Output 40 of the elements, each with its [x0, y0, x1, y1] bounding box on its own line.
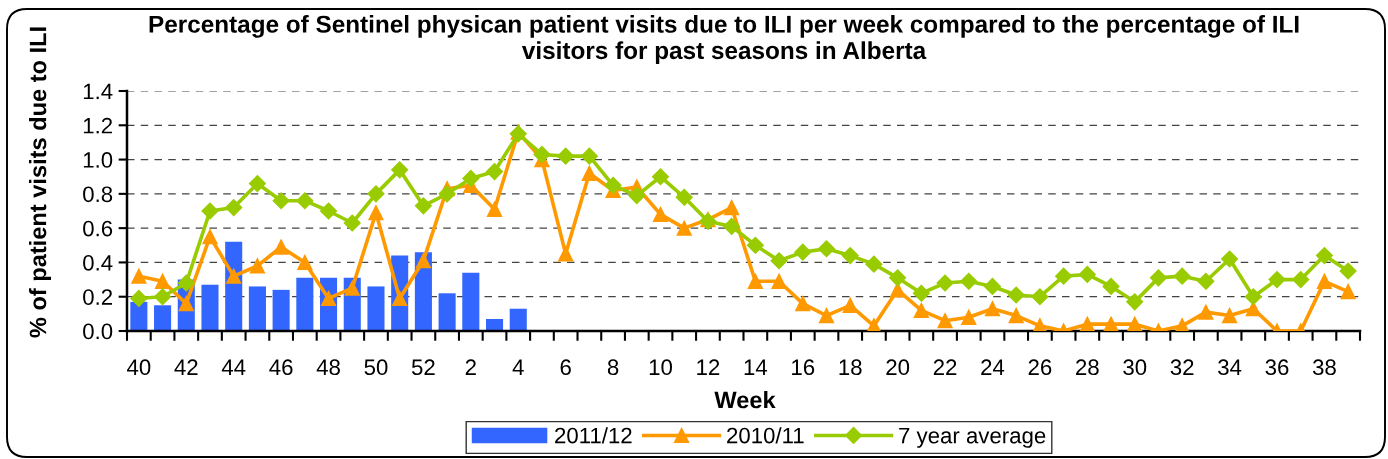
x-tick-label: 10	[649, 359, 672, 376]
x-tick-label: 8	[607, 359, 619, 376]
x-axis-title: Week	[714, 390, 776, 409]
x-tick-label: 20	[886, 359, 910, 376]
x-tick-label: 46	[269, 359, 293, 376]
legend-label: 7 year average	[899, 427, 1046, 448]
y-tick-label: 1.0	[83, 152, 113, 168]
x-tick-label: 22	[933, 359, 957, 375]
x-tick-label: 28	[1076, 359, 1099, 376]
x-tick-label: 18	[839, 359, 862, 376]
x-tick-label: 16	[792, 359, 815, 376]
x-tick-label: 4	[512, 359, 524, 375]
x-tick-label: 2	[465, 359, 476, 375]
x-tick-label: 6	[560, 359, 571, 376]
x-tick-label: 40	[127, 359, 151, 376]
x-tick-label: 48	[316, 359, 340, 376]
y-tick-label: 0.0	[83, 323, 113, 340]
x-tick-label: 44	[221, 359, 246, 375]
y-tick-label: 0.4	[83, 254, 113, 271]
legend-label: 2011/12	[555, 427, 632, 444]
legend-label: 2010/11	[727, 427, 804, 444]
y-axis-title: % of patient visits due to ILI	[29, 27, 52, 338]
y-tick-label: 1.4	[83, 83, 113, 100]
y-tick-label: 1.2	[83, 117, 112, 134]
x-tick-label: 36	[1265, 359, 1289, 376]
y-tick-label: 0.6	[83, 220, 113, 237]
x-tick-label: 52	[411, 359, 435, 376]
y-tick-label: 0.2	[83, 289, 112, 305]
x-tick-label: 32	[1170, 359, 1194, 376]
x-tick-label: 38	[1312, 359, 1336, 376]
x-tick-label: 42	[174, 359, 198, 375]
y-tick-label: 0.8	[83, 186, 113, 203]
x-tick-label: 50	[364, 359, 388, 376]
x-tick-label: 30	[1123, 359, 1147, 376]
chart-title: Percentage of Sentinel physican patient visits due to ILI per week compared to the percentage of ILI visitors for past seasons in Alberta	[149, 15, 1299, 64]
x-tick-label: 12	[697, 359, 720, 375]
x-tick-label: 26	[1028, 359, 1052, 376]
x-tick-label: 24	[981, 359, 1005, 375]
x-tick-label: 14	[744, 359, 768, 375]
x-tick-label: 34	[1218, 359, 1242, 376]
